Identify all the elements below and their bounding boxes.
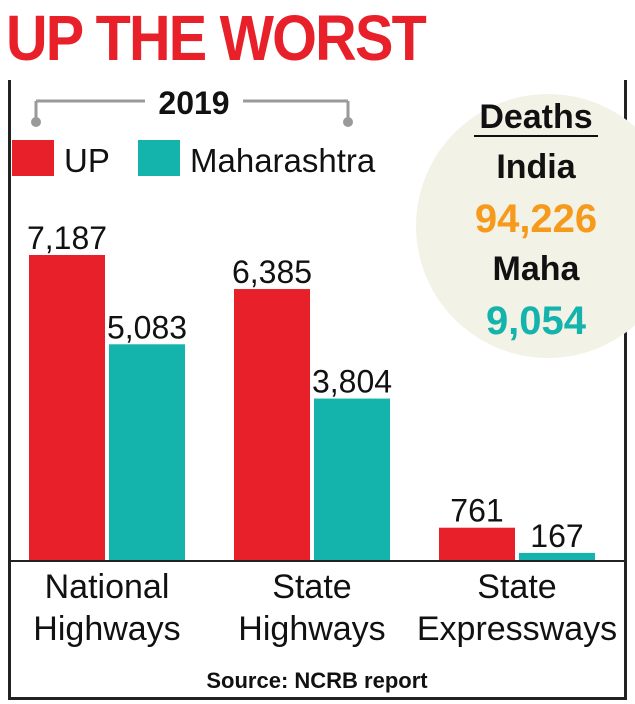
bars: 7,187 5,083 6,385 3,804 761 167 xyxy=(27,220,595,560)
legend-swatch-up xyxy=(12,140,54,176)
chart-title: UP THE WORST xyxy=(6,2,427,74)
category-label-1: State Highways xyxy=(238,568,385,648)
chart-frame xyxy=(8,80,627,700)
value-label-up-1: 6,385 xyxy=(232,254,312,290)
value-label-up-0: 7,187 xyxy=(27,220,107,256)
bar-maharashtra-0 xyxy=(109,344,185,560)
bar-maharashtra-1 xyxy=(314,398,390,560)
legend-label-maharashtra: Maharashtra xyxy=(190,142,376,179)
category-label-2: State Expressways xyxy=(417,568,617,648)
value-label-maharashtra-1: 3,804 xyxy=(312,364,392,400)
bar-up-0 xyxy=(29,255,105,560)
bracket-end-left xyxy=(31,117,41,127)
category-labels: National Highways State Highways State Expres… xyxy=(33,568,617,648)
deaths-maha-value: 9,054 xyxy=(486,299,587,343)
value-label-maharashtra-0: 5,083 xyxy=(107,309,187,345)
value-label-maharashtra-2: 167 xyxy=(530,518,583,554)
deaths-maha-label: Maha xyxy=(493,250,581,288)
deaths-india-label: India xyxy=(496,148,576,186)
legend-swatch-maharashtra xyxy=(138,140,180,176)
source-note: Source: NCRB report xyxy=(206,668,428,693)
deaths-heading: Deaths xyxy=(479,98,592,136)
value-label-up-2: 761 xyxy=(450,493,503,529)
deaths-india-value: 94,226 xyxy=(475,197,597,241)
bar-up-2 xyxy=(439,527,515,560)
bar-up-1 xyxy=(234,289,310,560)
category-label-0: National Highways xyxy=(33,568,180,648)
legend-label-up: UP xyxy=(64,142,110,179)
bar-maharashtra-2 xyxy=(519,552,595,560)
year-label: 2019 xyxy=(158,85,229,121)
deaths-panel-background xyxy=(416,94,635,358)
year-bracket xyxy=(34,99,350,120)
bracket-end-right xyxy=(343,117,353,127)
